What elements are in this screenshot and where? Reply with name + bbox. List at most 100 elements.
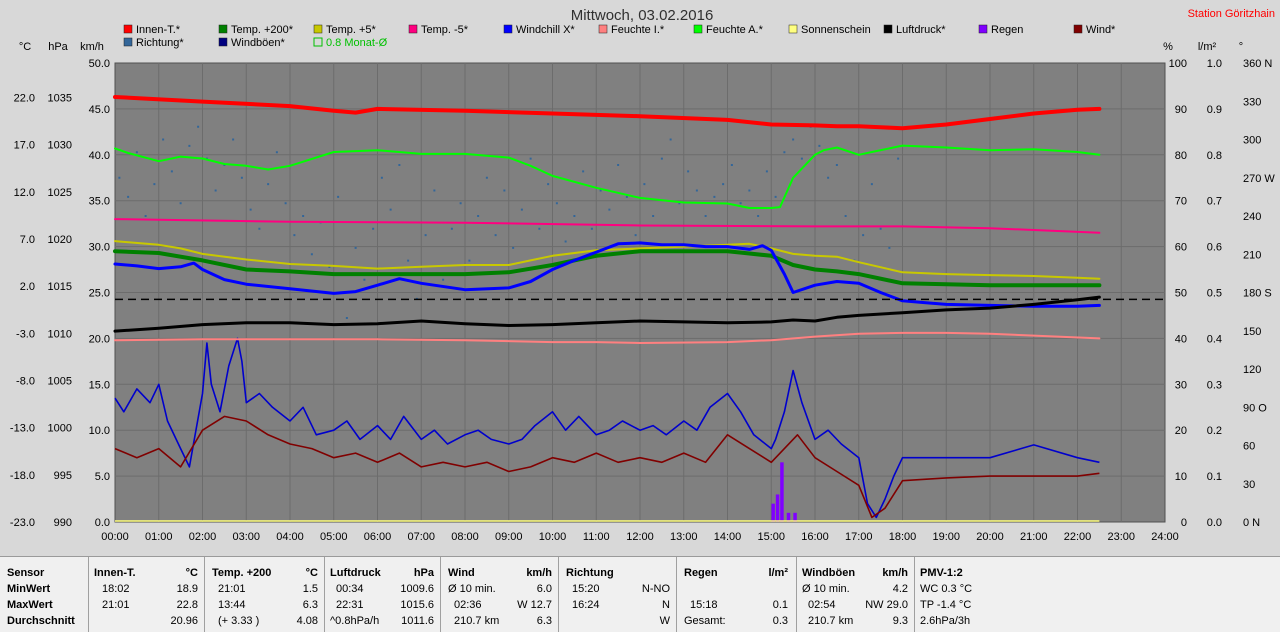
direction-point xyxy=(494,234,497,237)
direction-point xyxy=(293,234,296,237)
direction-point xyxy=(888,246,891,249)
humidity-unit: % xyxy=(1163,41,1173,53)
temp200-avg-value: 4.08 xyxy=(296,615,318,627)
x-tick-label: 03:00 xyxy=(232,531,260,543)
direction-point xyxy=(380,176,383,179)
direction-point xyxy=(599,189,602,192)
grid xyxy=(115,63,1165,522)
humidity-tick-label: 30 xyxy=(1175,379,1187,391)
direction-point xyxy=(520,208,523,211)
druck-max-time: 22:31 xyxy=(336,599,364,611)
druck-max-value: 1015.6 xyxy=(400,599,434,611)
wind-header: Wind xyxy=(448,567,475,579)
direction-point xyxy=(153,183,156,186)
innen-max-value: 22.8 xyxy=(176,599,198,611)
x-tick-label: 16:00 xyxy=(801,531,829,543)
humidity-tick-label: 50 xyxy=(1175,288,1187,300)
richtung-min-time: 15:20 xyxy=(572,583,600,595)
regen-total-value: 0.3 xyxy=(772,615,788,627)
series-line xyxy=(113,95,1102,131)
speed-unit: km/h xyxy=(80,41,104,53)
direction-point xyxy=(118,176,121,179)
direction-point xyxy=(678,202,681,205)
direction-point xyxy=(827,176,830,179)
speed-tick-label: 35.0 xyxy=(89,196,110,208)
sensor-column: Sensor MinWert MaxWert Durchschnitt xyxy=(0,557,89,632)
legend-label: 0.8 Monat-Ø xyxy=(326,37,388,49)
legend-swatch xyxy=(598,24,608,34)
boeen-max-time: 02:54 xyxy=(808,599,836,611)
x-tick-label: 08:00 xyxy=(451,531,479,543)
innen-header: Innen-T. xyxy=(94,567,136,579)
legend-label: Windchill X* xyxy=(516,24,575,36)
speed-tick-label: 10.0 xyxy=(89,425,110,437)
chart-title: Mittwoch, 03.02.2016 xyxy=(571,7,714,24)
direction-point xyxy=(687,170,690,173)
series-line xyxy=(113,295,1101,333)
direction-point xyxy=(774,195,777,198)
temp-tick-label: -18.0 xyxy=(10,470,35,482)
speed-tick-label: 0.0 xyxy=(95,517,110,529)
statistics-table: Sensor MinWert MaxWert Durchschnitt Inne… xyxy=(0,556,1280,632)
legend-swatch xyxy=(313,24,323,34)
x-tick-label: 19:00 xyxy=(932,531,960,543)
direction-tick-label: 90 O xyxy=(1243,402,1267,414)
x-tick-label: 10:00 xyxy=(539,531,567,543)
temp-unit: °C xyxy=(19,41,31,53)
direction-tick-label: 300 xyxy=(1243,135,1261,147)
sensor-header: Sensor xyxy=(7,567,45,579)
pressure-tick-label: 990 xyxy=(54,517,72,529)
legend-swatch xyxy=(123,24,133,34)
x-tick-label: 14:00 xyxy=(714,531,742,543)
wind-min-value: 6.0 xyxy=(536,583,552,595)
x-tick-label: 21:00 xyxy=(1020,531,1048,543)
x-tick-label: 00:00 xyxy=(101,531,129,543)
legend-label: Luftdruck* xyxy=(896,24,946,36)
legend-label: Feuchte A.* xyxy=(706,24,764,36)
humidity-tick-label: 40 xyxy=(1175,333,1187,345)
boeen-distance: 210.7 km xyxy=(808,615,854,627)
regen-total-label: Gesamt: xyxy=(684,615,726,627)
direction-tick-label: 240 xyxy=(1243,211,1261,223)
direction-point xyxy=(302,215,305,217)
direction-tick-label: 30 xyxy=(1243,479,1255,491)
innen-unit: °C xyxy=(185,567,198,579)
temp-tick-label: 12.0 xyxy=(14,187,35,199)
direction-point xyxy=(267,183,270,186)
speed-tick-label: 25.0 xyxy=(89,288,110,300)
direction-point xyxy=(870,183,873,186)
direction-point xyxy=(258,227,261,230)
druck-min-value: 1009.6 xyxy=(400,583,434,595)
direction-point xyxy=(897,157,900,160)
speed-tick-label: 30.0 xyxy=(89,242,110,254)
min-label: MinWert xyxy=(7,583,51,595)
regen-max-time: 15:18 xyxy=(690,599,718,611)
direction-point xyxy=(625,195,628,198)
wind-min-label: Ø 10 min. xyxy=(448,583,496,595)
direction-point xyxy=(197,125,200,128)
direction-point xyxy=(389,208,392,211)
regen-header: Regen xyxy=(684,567,718,579)
humidity-tick-label: 0 xyxy=(1181,517,1187,529)
direction-point xyxy=(739,202,742,205)
x-tick-label: 06:00 xyxy=(364,531,392,543)
series-line xyxy=(113,249,1102,288)
innen-avg-value: 20.96 xyxy=(170,615,198,627)
rain-tick-label: 0.0 xyxy=(1207,517,1222,529)
pmv-column: PMV-1:2 WC 0.3 °C TP -1.4 °C 2.6hPa/3h xyxy=(914,557,1280,632)
direction-point xyxy=(835,164,838,166)
axis-units: °C hPa km/h% l/m² ° xyxy=(19,41,1243,53)
direction-unit: ° xyxy=(1239,41,1243,53)
pmv-pressure-trend: 2.6hPa/3h xyxy=(920,615,971,627)
temp-tick-label: -8.0 xyxy=(16,375,35,387)
series-line xyxy=(114,144,1101,209)
druck-min-time: 00:34 xyxy=(336,583,364,595)
direction-point xyxy=(573,215,576,217)
direction-point xyxy=(800,157,803,160)
druck-column: Luftdruck hPa 00:34 1009.6 22:31 1015.6 ^0.… xyxy=(324,557,441,632)
rain-tick-label: 0.9 xyxy=(1207,104,1222,116)
direction-point xyxy=(783,151,786,154)
weather-chart: Mittwoch, 03.02.2016 Station Göritzhain … xyxy=(9,7,1276,543)
pressure-tick-label: 1035 xyxy=(48,92,72,104)
temp-tick-label: 2.0 xyxy=(20,281,35,293)
